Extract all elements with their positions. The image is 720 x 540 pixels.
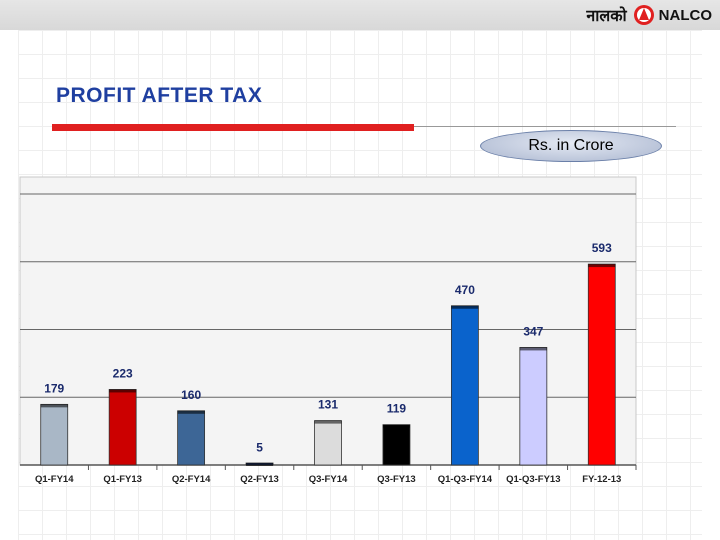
bar-cap (246, 463, 274, 466)
data-label: 160 (181, 388, 201, 402)
x-tick-label: Q1-FY14 (35, 474, 74, 485)
bar (314, 420, 342, 466)
bar (587, 263, 616, 466)
nalco-logo: नालको NALCO (586, 0, 712, 30)
x-tick-label: Q3-FY14 (309, 474, 348, 485)
title-accent-bar (52, 124, 414, 131)
x-tick-label: Q2-FY13 (240, 474, 279, 485)
bar (108, 389, 137, 466)
unit-label-text: Rs. in Crore (528, 137, 614, 154)
data-label: 131 (318, 398, 338, 412)
x-tick-label: Q1-FY13 (103, 474, 142, 485)
bar-cap (314, 420, 342, 424)
data-label: 223 (113, 366, 133, 380)
bar (450, 305, 479, 466)
data-label: 5 (256, 440, 263, 454)
bar (177, 410, 206, 466)
logo-name-text: NALCO (658, 6, 712, 24)
bar (519, 347, 548, 466)
data-label: 179 (44, 381, 64, 395)
nalco-emblem-icon (633, 5, 654, 25)
bar-cap (588, 264, 616, 268)
x-tick-label: FY-12-13 (582, 474, 621, 485)
page-title: PROFIT AFTER TAX (56, 84, 263, 107)
data-label: 593 (592, 241, 612, 255)
bar (382, 424, 411, 466)
data-label: 347 (523, 324, 543, 338)
logo-hindi-text: नालको (586, 6, 627, 25)
data-label: 470 (455, 283, 475, 297)
unit-label-badge: Rs. in Crore (480, 130, 662, 162)
title-divider (414, 126, 676, 127)
x-tick-label: Q2-FY14 (172, 474, 211, 485)
top-bar: नालको NALCO (0, 0, 720, 30)
bar-cap (109, 389, 137, 393)
x-tick-label: Q1-Q3-FY14 (438, 474, 493, 485)
x-tick-label: Q1-Q3-FY13 (506, 474, 560, 485)
x-tick-label: Q3-FY13 (377, 474, 416, 485)
bar-cap (382, 424, 410, 428)
bar (40, 403, 69, 466)
bar-cap (177, 410, 205, 414)
bar-cap (519, 347, 547, 351)
bar-cap (451, 305, 479, 309)
bar-cap (40, 404, 68, 408)
data-label: 119 (387, 402, 407, 416)
